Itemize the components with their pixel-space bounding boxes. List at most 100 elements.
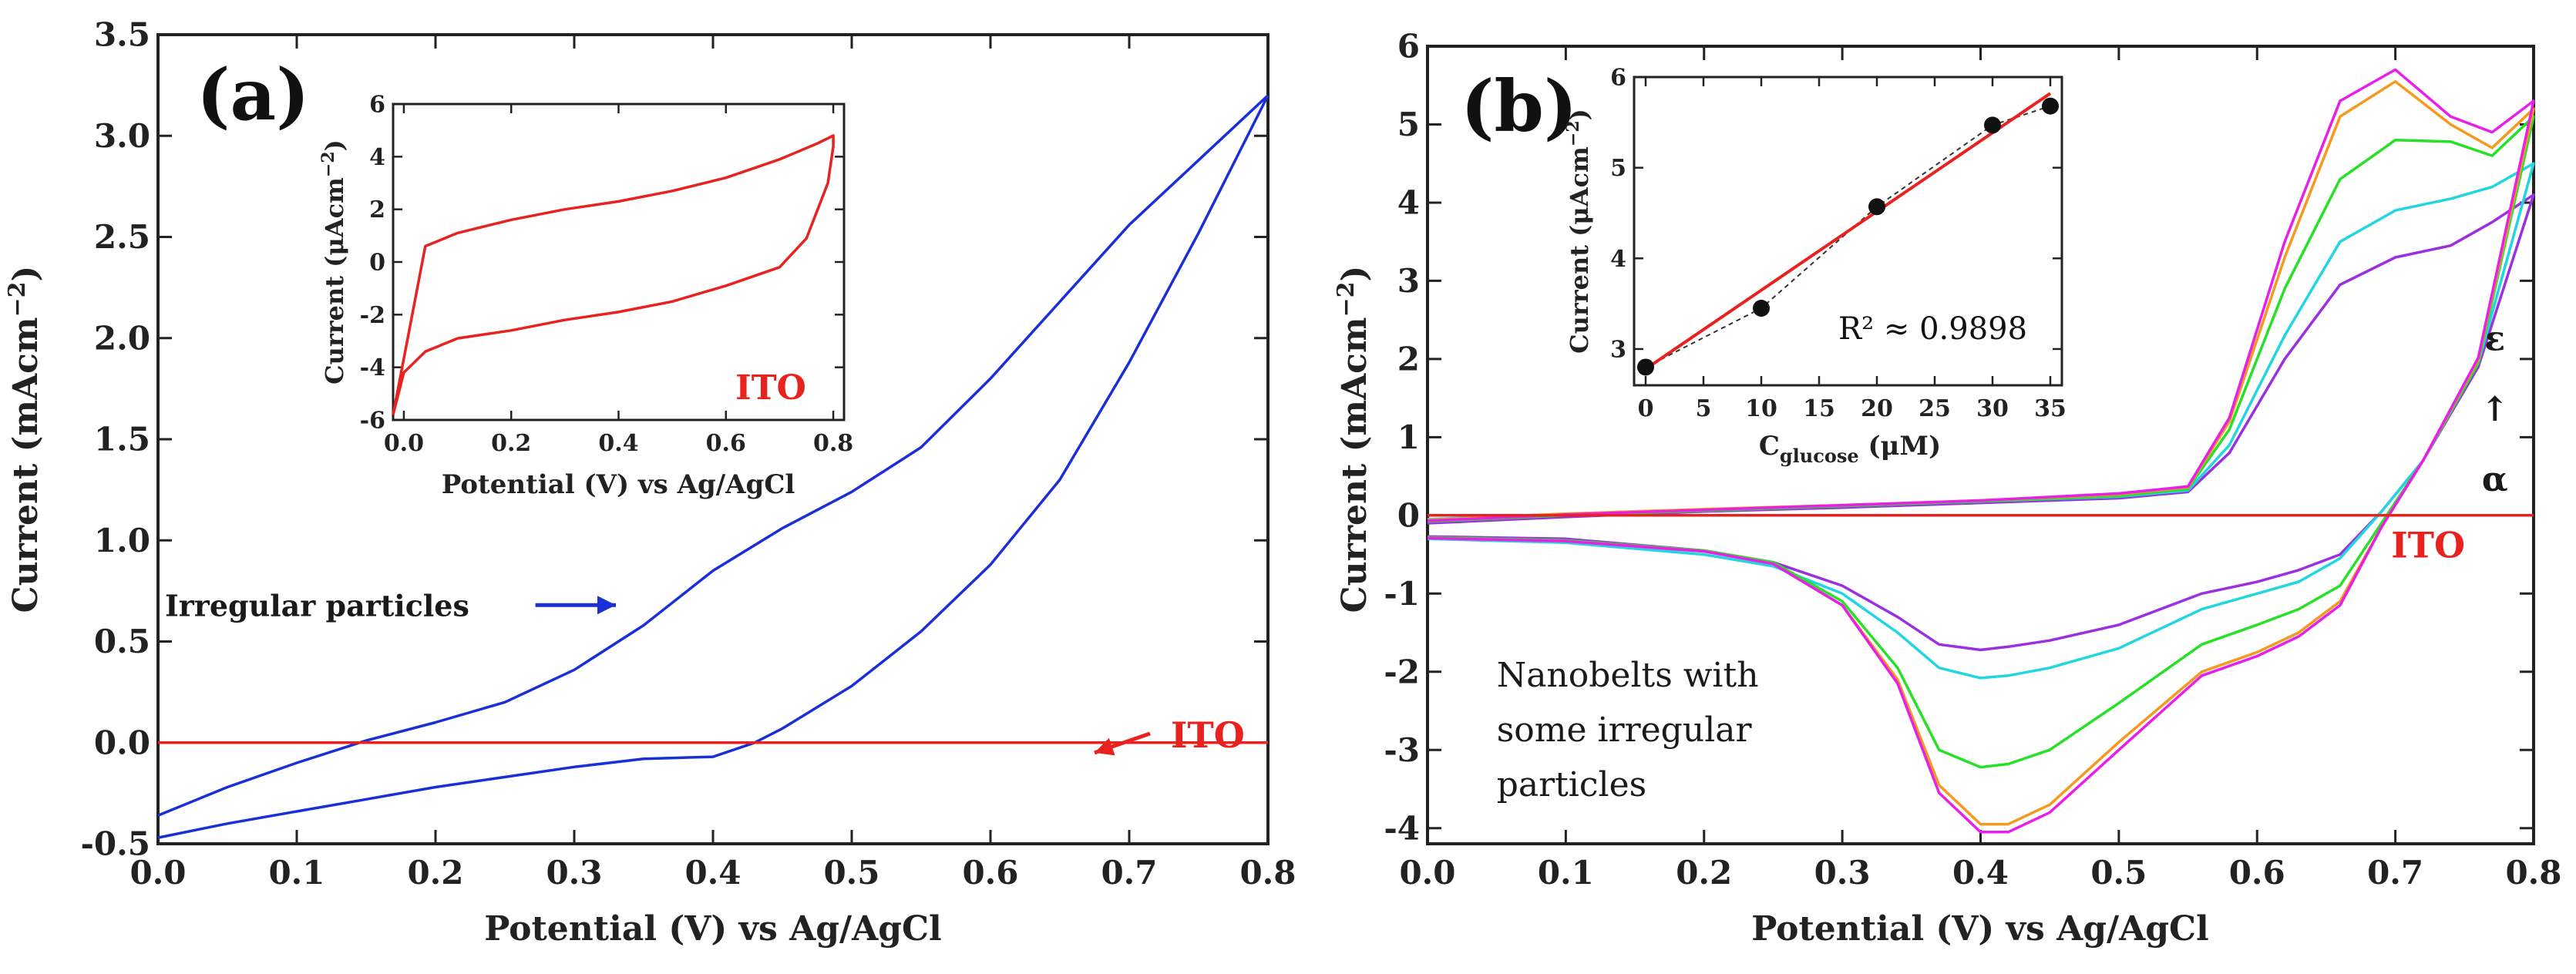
- panel-b-x-axis-label: Potential (V) vs Ag/AgCl: [1751, 909, 2209, 949]
- panel-b-y-tick-label: -2: [1384, 653, 1420, 690]
- panel-b-x-ticks: 0.0 0.1 0.2 0.3 0.4 0.5 0.6 0.7 0.8: [1399, 46, 2562, 892]
- panel-b-inset-series: [1637, 92, 2059, 376]
- panel-b: 0.0 0.1 0.2 0.3 0.4 0.5 0.6 0.7 0.8 -4 -3 -2 -1 0 1 2 3…: [1333, 28, 2562, 949]
- panel-b-series: [1427, 68, 2535, 834]
- panel-b-inset-y-tick-label: 3: [1610, 336, 1626, 363]
- panel-b-y-tick-label: -3: [1384, 731, 1420, 769]
- panel-a-inset-x-tick-label: 0.8: [813, 430, 853, 457]
- panel-a-y-tick-label: 1.0: [94, 522, 150, 559]
- panel-a-y-ticks: -0.5 0.0 0.5 1.0 1.5 2.0 2.5 3.0 3.5: [80, 16, 1268, 863]
- panel-a-y-tick-label: 2.0: [94, 319, 150, 357]
- panel-b-inset-y-tick-label: 5: [1610, 155, 1626, 182]
- panel-a-annotation-1: ITO: [1171, 714, 1245, 756]
- panel-a-arrow-ito-head: [1095, 737, 1115, 756]
- panel-b-inset-point: [2042, 97, 2059, 115]
- panel-a-y-axis-label: Current (mAcm−2): [4, 266, 45, 613]
- panel-b-inset-y-tick-label: 6: [1610, 65, 1626, 92]
- panel-b-y-tick-label: 6: [1397, 28, 1420, 65]
- panel-b-annotation-4: ε: [2484, 320, 2505, 359]
- panel-b-inset-x-tick-label: 30: [1976, 395, 2009, 422]
- panel-a-arrow-irregular-head: [597, 596, 616, 615]
- panel-a-x-tick-label: 0.0: [129, 854, 186, 892]
- panel-b-inset-point: [1753, 300, 1770, 317]
- panel-a-inset-y-tick-label: 0: [369, 250, 385, 277]
- panel-b-y-axis-label: Current (mAcm−2): [1333, 266, 1374, 613]
- panel-b-inset-x-tick-label: 15: [1803, 395, 1835, 422]
- panel-a-annotations: Irregular particles ITO: [165, 588, 1245, 756]
- panel-b-y-tick-label: -1: [1384, 575, 1420, 613]
- panel-a-x-tick-label: 0.7: [1101, 854, 1157, 892]
- panel-b-inset-y-axis-label: Current (μAcm−2): [1563, 109, 1594, 354]
- panel-a-inset-y-tick-label: -4: [360, 354, 385, 381]
- panel-b-y-ticks: -4 -3 -2 -1 0 1 2 3 4 5 6: [1384, 28, 2534, 847]
- panel-a-y-tick-label: 0.0: [94, 724, 150, 761]
- panel-b-annotation-2: particles: [1497, 765, 1647, 804]
- panel-a-inset-y-tick-label: -2: [360, 302, 385, 329]
- panel-b-inset-r2-label: R² ≈ 0.9898: [1838, 311, 2027, 347]
- panel-b-series-curve-4: [1427, 68, 2535, 834]
- panel-b-inset-x-tick-label: 0: [1638, 395, 1654, 422]
- panel-b-y-tick-label: -4: [1384, 809, 1420, 847]
- panel-b-inset-y-tick-label: 4: [1610, 246, 1626, 273]
- panel-a-inset-ito-cv: [392, 134, 835, 415]
- panel-b-x-tick-label: 0.4: [1952, 854, 2009, 892]
- panel-b-inset-x-tick-label: 10: [1745, 395, 1777, 422]
- panel-a-series: [157, 94, 1270, 839]
- panel-a-inset: 0.0 0.2 0.4 0.6 0.8 -6 -4 -2 0 2 4 6 Potential (V)…: [318, 92, 853, 501]
- panel-b-label: (b): [1461, 65, 1577, 148]
- panel-b-annotation-5: ↑: [2480, 390, 2509, 429]
- panel-b-y-tick-label: 2: [1397, 341, 1420, 378]
- panel-b-x-tick-label: 0.5: [2090, 854, 2147, 892]
- panel-b-inset-fit-line: [1644, 92, 2052, 371]
- panel-b-x-tick-label: 0.7: [2367, 854, 2423, 892]
- panel-a-x-tick-label: 0.8: [1239, 854, 1296, 892]
- panel-a-label: (a): [197, 53, 310, 136]
- panel-a-y-tick-label: -0.5: [80, 825, 150, 863]
- panel-b-y-tick-label: 3: [1397, 262, 1420, 300]
- panel-a-y-tick-label: 2.5: [94, 218, 150, 256]
- panel-b-x-tick-label: 0.0: [1399, 854, 1455, 892]
- panel-a-y-tick-label: 3.5: [94, 16, 150, 54]
- panel-b-inset: 0 5 10 15 20 25 30 35 3 4 5 6 Cglucose (μM) Curren…: [1563, 65, 2067, 468]
- panel-b-annotation-0: Nanobelts with: [1497, 656, 1759, 695]
- panel-b-inset-y-ticks: 3 4 5 6: [1610, 65, 2062, 363]
- panel-a-inset-x-ticks: 0.0 0.2 0.4 0.6 0.8: [384, 104, 853, 457]
- panel-a-x-tick-label: 0.2: [407, 854, 463, 892]
- panel-a-series-irregular-1: [157, 95, 1270, 839]
- panel-b-x-tick-label: 0.8: [2505, 854, 2561, 892]
- panel-b-inset-x-tick-label: 20: [1861, 395, 1893, 422]
- panel-a-inset-y-tick-label: 6: [369, 92, 385, 119]
- panel-b-inset-point: [1984, 116, 2001, 134]
- panel-b-annotation-3: ITO: [2391, 524, 2465, 566]
- panel-a-y-tick-label: 1.5: [94, 421, 150, 458]
- panel-a-inset-x-tick-label: 0.0: [384, 430, 424, 457]
- panel-b-x-tick-label: 0.3: [1814, 854, 1871, 892]
- panel-a-annotation-0: Irregular particles: [165, 588, 469, 623]
- panel-a-inset-y-ticks: -6 -4 -2 0 2 4 6: [360, 92, 844, 435]
- panel-a-series-irregular-0: [157, 94, 1270, 817]
- panel-b-inset-x-tick-label: 25: [1919, 395, 1951, 422]
- panel-a-x-tick-label: 0.1: [268, 854, 325, 892]
- panel-b-inset-x-axis-label: Cglucose (μM): [1759, 431, 1941, 467]
- panel-b-y-tick-label: 4: [1397, 184, 1420, 222]
- panel-a-inset-x-tick-label: 0.2: [491, 430, 531, 457]
- panel-b-annotation-6: α: [2482, 460, 2508, 499]
- panel-a-y-tick-label: 3.0: [94, 117, 150, 155]
- panel-b-inset-x-tick-label: 35: [2034, 395, 2067, 422]
- panel-b-y-tick-label: 1: [1397, 418, 1420, 456]
- panel-a-x-ticks: 0.0 0.1 0.2 0.3 0.4 0.5 0.6 0.7 0.8: [129, 35, 1296, 892]
- panel-b-x-tick-label: 0.6: [2229, 854, 2285, 892]
- panel-a-y-tick-label: 0.5: [94, 623, 150, 660]
- panel-b-inset-point: [1868, 198, 1885, 216]
- panel-b-annotation-1: some irregular: [1497, 710, 1753, 750]
- panel-b-y-tick-label: 5: [1397, 106, 1420, 143]
- panel-a-inset-y-tick-label: 4: [369, 144, 385, 171]
- panel-b-x-tick-label: 0.2: [1676, 854, 1732, 892]
- panel-a-inset-x-axis-label: Potential (V) vs Ag/AgCl: [442, 469, 795, 500]
- panel-a-x-tick-label: 0.6: [962, 854, 1018, 892]
- panel-a-inset-y-axis-label: Current (μAcm−2): [318, 139, 349, 385]
- panel-b-inset-x-tick-label: 5: [1696, 395, 1712, 422]
- panel-a-inset-ito-label: ITO: [735, 368, 806, 408]
- panel-a-inset-y-tick-label: 2: [369, 196, 385, 223]
